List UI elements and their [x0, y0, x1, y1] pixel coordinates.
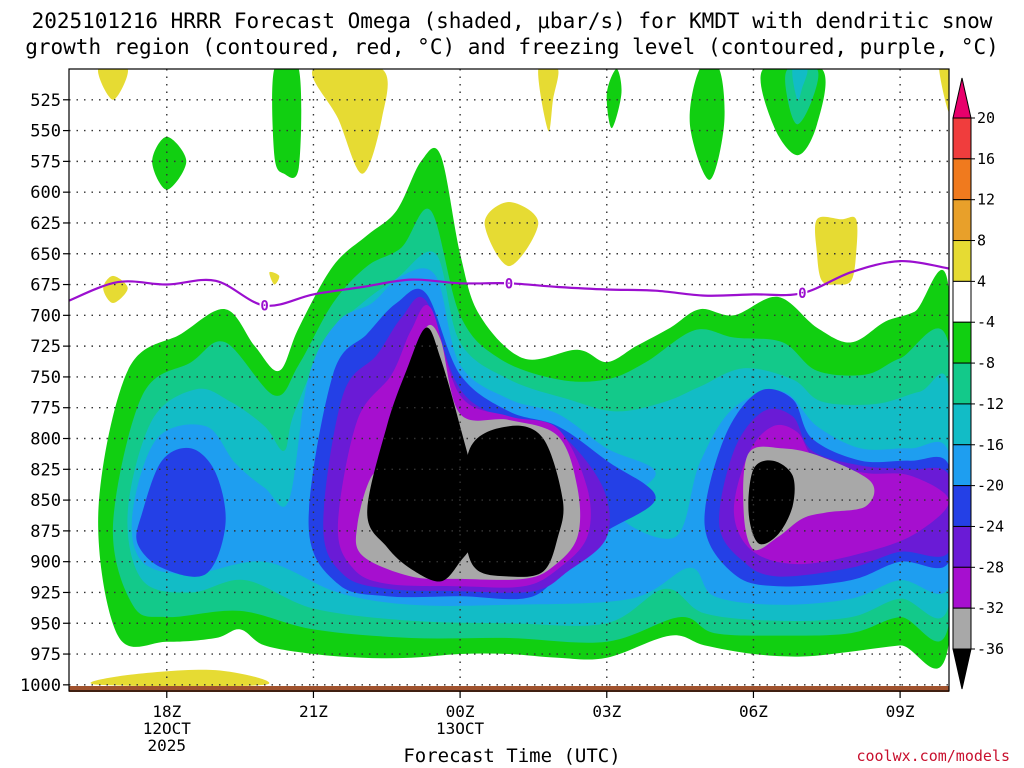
omega-region-yellow-b	[312, 69, 388, 174]
omega-region-upper-green-c	[689, 69, 725, 180]
ground-strip	[69, 686, 949, 692]
x-tick-label-27-0: 03Z	[592, 702, 621, 721]
x-tick-label-24-1: 13OCT	[436, 719, 485, 738]
colorbar-bin-6	[952, 321, 972, 364]
omega-region-yellow-d	[484, 202, 539, 267]
omega-region-yellow-g	[103, 275, 128, 303]
x-tick-label-18-2: 2025	[148, 736, 187, 755]
freezing-level-label-2: 0	[798, 286, 806, 302]
colorbar-label-5: -4	[977, 313, 995, 331]
freezing-label-bg-0	[259, 298, 270, 313]
y-tick-label-700: 700	[30, 306, 61, 326]
colorbar-bin-7	[952, 362, 972, 405]
y-tick-label-775: 775	[30, 399, 61, 419]
y-tick-label-1000: 1000	[20, 676, 61, 696]
omega-region-upper-green-a	[272, 69, 302, 178]
colorbar-bin-4	[952, 240, 972, 282]
omega-region-upper-green-e	[606, 69, 622, 129]
omega-shading	[90, 69, 949, 687]
x-tick-label-33-0: 09Z	[886, 702, 915, 721]
colorbar-label-10: -24	[977, 517, 1004, 535]
x-tick-label-21-0: 21Z	[299, 702, 328, 721]
omega-region-yellow-c	[538, 69, 559, 132]
colorbar-label-2: 12	[977, 191, 995, 209]
freezing-label-bg-2	[797, 286, 808, 301]
omega-region-yellow-a	[98, 69, 128, 100]
colorbar-label-4: 4	[977, 272, 986, 290]
colorbar-bottom-triangle	[952, 648, 972, 690]
omega-region-wave3-black	[748, 460, 795, 545]
omega-region-yellow-h	[269, 271, 280, 285]
y-tick-label-975: 975	[30, 645, 61, 665]
colorbar-label-12: -32	[977, 599, 1004, 617]
y-tick-label-750: 750	[30, 368, 61, 388]
y-tick-label-575: 575	[30, 152, 61, 172]
freezing-level-label-0: 0	[260, 298, 268, 314]
y-tick-label-875: 875	[30, 522, 61, 542]
chart-title-line-1: 2025101216 HRRR Forecast Omega (shaded, …	[31, 9, 993, 33]
colorbar-label-8: -16	[977, 436, 1004, 454]
colorbar-bin-2	[952, 158, 972, 201]
colorbar: 20 16 12 8 4 -4 -8 -12 -16 -20 -24 -28 -32 -36	[952, 77, 1004, 690]
y-axis: 525 550 575 600 625 650 675 700 725 750 775 800 825 8…	[20, 91, 69, 696]
x-tick-label-18-0: 18Z	[152, 702, 181, 721]
colorbar-top-triangle	[952, 77, 972, 119]
y-tick-label-550: 550	[30, 122, 61, 142]
y-tick-label-800: 800	[30, 430, 61, 450]
omega-region-wave2-black-a	[367, 327, 477, 582]
colorbar-bin-12	[952, 566, 972, 609]
colorbar-label-11: -28	[977, 558, 1004, 576]
chart-title-line-2: growth region (contoured, red, °C) and f…	[25, 35, 999, 59]
y-tick-label-625: 625	[30, 214, 61, 234]
colorbar-bin-11	[952, 525, 972, 568]
x-tick-label-30-0: 06Z	[739, 702, 768, 721]
colorbar-label-1: 16	[977, 150, 995, 168]
y-tick-label-525: 525	[30, 91, 61, 111]
y-tick-label-650: 650	[30, 245, 61, 265]
y-tick-label-950: 950	[30, 614, 61, 634]
y-tick-label-600: 600	[30, 183, 61, 203]
freezing-label-bg-1	[504, 276, 514, 291]
colorbar-bin-3	[952, 199, 972, 242]
y-tick-label-725: 725	[30, 337, 61, 357]
colorbar-label-3: 8	[977, 232, 986, 250]
colorbar-bin-1	[952, 117, 972, 160]
omega-region-yellow-f	[939, 69, 949, 113]
x-tick-label-24-0: 00Z	[446, 702, 475, 721]
omega-region-upper-green-b	[152, 136, 187, 190]
colorbar-bin-8	[952, 403, 972, 446]
y-tick-label-675: 675	[30, 276, 61, 296]
omega-region-yellow-i	[90, 669, 270, 687]
y-tick-label-925: 925	[30, 583, 61, 603]
colorbar-bin-9	[952, 444, 972, 487]
omega-region-wave2-black-b	[464, 425, 564, 577]
x-tick-label-18-1: 12OCT	[143, 719, 192, 738]
gridlines	[69, 69, 949, 691]
colorbar-label-0: 20	[977, 109, 995, 127]
plot-frame	[68, 68, 950, 692]
site-credit[interactable]: coolwx.com/models	[856, 747, 1010, 765]
y-tick-label-850: 850	[30, 491, 61, 511]
omega-region-yellow-e	[814, 216, 858, 285]
colorbar-label-7: -12	[977, 395, 1004, 413]
y-tick-label-825: 825	[30, 460, 61, 480]
colorbar-label-6: -8	[977, 354, 995, 372]
freezing-level: 0 0 0	[69, 259, 949, 314]
omega-region-wave1-royal	[136, 447, 226, 577]
x-axis-title: Forecast Time (UTC)	[403, 745, 621, 767]
colorbar-label-9: -20	[977, 477, 1004, 495]
colorbar-bin-10	[952, 485, 972, 527]
colorbar-label-13: -36	[977, 640, 1004, 658]
freezing-level-label-1: 0	[505, 276, 513, 292]
colorbar-bin-13	[952, 607, 972, 650]
omega-region-upper-cyan-d	[792, 69, 808, 101]
y-tick-label-900: 900	[30, 553, 61, 573]
colorbar-bin-5	[952, 280, 972, 323]
